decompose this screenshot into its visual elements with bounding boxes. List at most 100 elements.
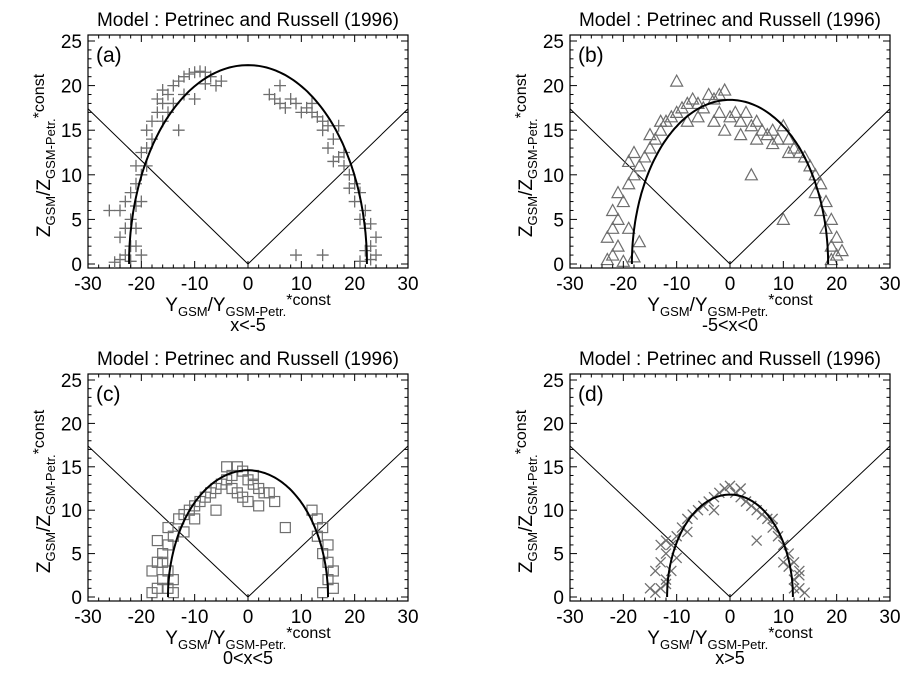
data-point [793, 569, 805, 581]
data-point [621, 221, 636, 234]
y-tick-label: 25 [61, 371, 82, 392]
data-point [210, 504, 222, 516]
data-point [306, 97, 318, 110]
condition-label: x>5 [715, 648, 745, 668]
data-point [124, 186, 137, 199]
data-point [600, 229, 615, 243]
x-tick-label: -30 [74, 274, 101, 295]
data-point [610, 212, 626, 225]
chart-panel-1: Model : Petrinec and Russell (1996) -30 -2… [31, 10, 419, 335]
data-point [338, 159, 350, 172]
data-point [648, 131, 663, 145]
data-point [770, 131, 786, 145]
model-curve [167, 469, 329, 597]
x-axis-label: YGSM/YGSM-Petr.*const [647, 292, 813, 319]
data-point [744, 167, 759, 181]
x-tick-label: 30 [879, 274, 900, 295]
x-tick-label: 0 [243, 274, 254, 295]
data-point [788, 574, 800, 586]
data-point [178, 88, 190, 101]
data-point [215, 75, 228, 88]
data-point [829, 229, 844, 243]
data-point [199, 77, 212, 90]
x-tick-label: 30 [879, 607, 900, 628]
data-point [829, 247, 844, 261]
y-tick-label: 0 [553, 588, 564, 609]
data-point [669, 73, 684, 87]
data-point [354, 255, 366, 268]
data-point [735, 491, 747, 503]
y-axis-label: ZGSM/ZGSM-Petr.*const [513, 409, 540, 573]
x-tick-label: 0 [725, 607, 736, 628]
data-point [151, 534, 163, 547]
data-point [649, 565, 661, 577]
y-tick-label: 5 [553, 545, 564, 566]
data-point [834, 243, 850, 257]
data-point [751, 535, 763, 547]
data-point [621, 176, 636, 190]
y-tick-label: 20 [543, 77, 564, 98]
data-point [135, 195, 148, 208]
data-point [765, 136, 780, 150]
data-point [605, 221, 620, 234]
data-point [322, 142, 334, 155]
y-tick-label: 5 [71, 210, 82, 231]
x-tick-label: 10 [773, 607, 794, 628]
data-point [156, 84, 169, 97]
data-point [767, 522, 779, 534]
data-point [130, 159, 142, 172]
data-point [680, 114, 695, 127]
x-tick-label: 20 [826, 607, 847, 628]
y-tick-label: 25 [543, 371, 564, 392]
data-point [114, 231, 126, 244]
x-tick-label: -10 [181, 607, 208, 628]
reference-line-left [88, 108, 249, 265]
y-tick-label: 20 [61, 77, 82, 98]
reference-line-left [88, 445, 249, 598]
data-point [610, 238, 626, 252]
y-tick-label: 0 [71, 588, 82, 609]
data-point [717, 82, 732, 96]
data-point [680, 96, 695, 110]
plot-frame [569, 373, 891, 602]
data-point [733, 114, 748, 127]
y-tick-label: 10 [543, 166, 564, 187]
data-point [649, 587, 661, 599]
y-tick-label: 10 [61, 501, 82, 522]
model-curve [666, 493, 794, 597]
reference-line-left [570, 108, 731, 265]
data-point [719, 483, 731, 494]
reference-line-right [247, 445, 408, 598]
data-point [221, 461, 233, 473]
chart-panel-3: Model : Petrinec and Russell (1996) -30 -2… [31, 349, 419, 668]
y-tick-label: 25 [543, 32, 564, 53]
data-point [327, 155, 340, 168]
data-point [813, 176, 828, 190]
condition-label: -5<x<0 [702, 315, 758, 335]
x-axis-label: YGSM/YGSM-Petr.*const [647, 625, 813, 652]
data-point [343, 182, 356, 195]
data-point [348, 195, 361, 208]
data-point [610, 185, 626, 199]
data-point [712, 87, 727, 101]
panel-title: Model : Petrinec and Russell (1996) [97, 10, 399, 31]
data-point [674, 100, 690, 114]
data-point [740, 496, 752, 507]
data-point [316, 124, 329, 137]
data-point [824, 212, 839, 225]
data-point [279, 101, 292, 114]
data-point [188, 66, 201, 79]
data-point [761, 513, 773, 525]
data-point [269, 495, 281, 508]
condition-label: x<-5 [230, 315, 266, 335]
data-point [119, 195, 132, 208]
data-point [701, 87, 716, 101]
x-tick-label: 10 [291, 607, 312, 628]
data-point [151, 92, 164, 105]
model-curve [630, 98, 830, 264]
data-point [797, 149, 812, 163]
y-tick-label: 5 [553, 210, 564, 231]
data-point [626, 249, 642, 263]
data-point [660, 548, 672, 560]
data-point [776, 212, 791, 225]
